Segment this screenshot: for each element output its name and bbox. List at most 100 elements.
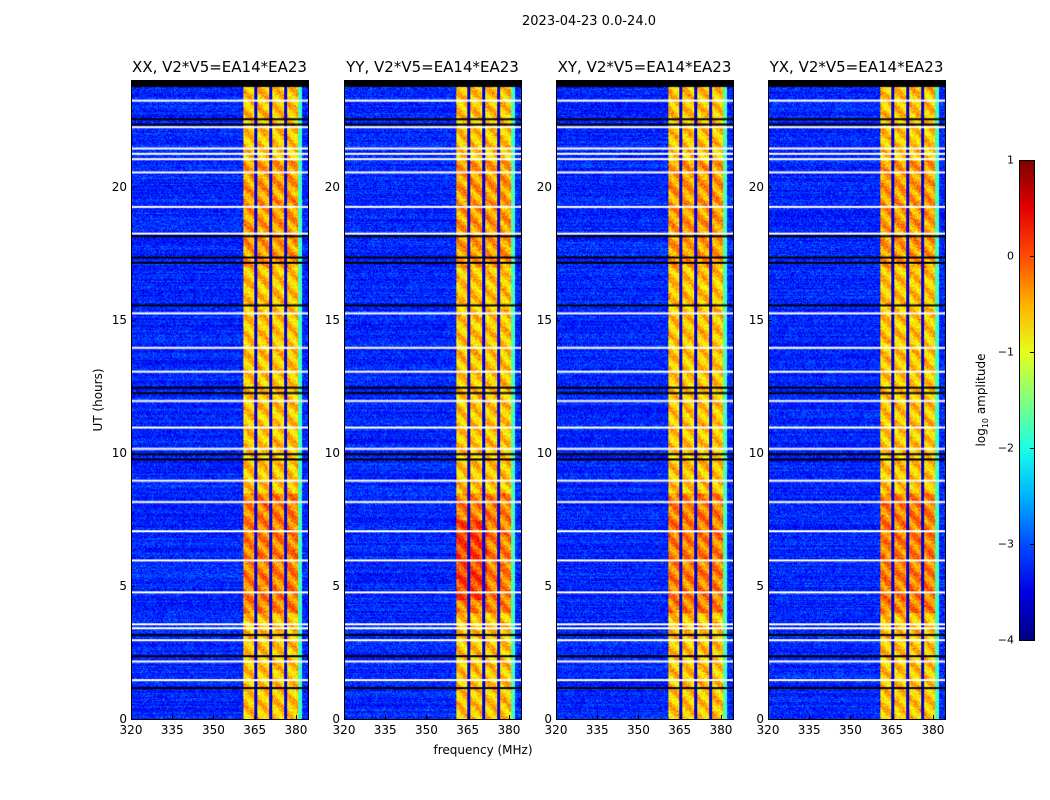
y-tick-label: 5 xyxy=(119,578,127,593)
colorbar-tick-label: −3 xyxy=(997,537,1014,551)
y-tick-label: 10 xyxy=(536,445,552,460)
y-tick-label: 20 xyxy=(536,179,552,194)
colorbar-label-rest: amplitude xyxy=(973,353,988,418)
x-tick-mark xyxy=(556,715,557,719)
colorbar-tick-mark xyxy=(1030,160,1035,161)
x-tick-label: 380 xyxy=(497,723,521,737)
y-axis-label: UT (hours) xyxy=(91,368,105,432)
panel-title-0: XX, V2*V5=EA14*EA23 xyxy=(132,58,307,76)
colorbar-tick-mark xyxy=(1030,352,1035,353)
colorbar-tick-label: −2 xyxy=(997,441,1014,455)
x-tick-label: 380 xyxy=(921,723,945,737)
heatmap-panel-3 xyxy=(768,80,946,720)
y-tick-mark xyxy=(344,452,348,454)
y-tick-label: 15 xyxy=(324,312,340,327)
x-tick-mark xyxy=(131,715,132,719)
x-axis-label: frequency (MHz) xyxy=(433,743,533,757)
y-tick-mark xyxy=(344,319,348,321)
x-tick-label: 320 xyxy=(119,723,143,737)
x-tick-label: 365 xyxy=(456,723,480,737)
x-tick-mark xyxy=(426,715,428,719)
y-tick-label: 15 xyxy=(536,312,552,327)
panel-title-2: XY, V2*V5=EA14*EA23 xyxy=(557,58,732,76)
x-tick-mark xyxy=(172,715,174,719)
x-tick-mark xyxy=(850,715,852,719)
panel-title-1: YY, V2*V5=EA14*EA23 xyxy=(346,58,519,76)
y-tick-mark xyxy=(344,719,348,720)
colorbar-label-sub: 10 xyxy=(981,417,991,429)
y-tick-label: 10 xyxy=(111,445,127,460)
y-tick-label: 0 xyxy=(544,712,552,726)
x-tick-mark xyxy=(508,715,510,719)
x-tick-label: 335 xyxy=(585,723,609,737)
y-tick-mark xyxy=(131,585,135,587)
colorbar-tick-mark xyxy=(1030,640,1035,641)
x-tick-mark xyxy=(344,715,345,719)
x-tick-mark xyxy=(809,715,811,719)
y-tick-mark xyxy=(556,719,560,720)
y-tick-label: 10 xyxy=(324,445,340,460)
y-tick-mark xyxy=(768,319,772,321)
y-tick-mark xyxy=(131,319,135,321)
heatmap-panel-2 xyxy=(556,80,734,720)
y-tick-mark xyxy=(556,452,560,454)
y-tick-mark xyxy=(556,186,560,188)
heatmap-cells-1 xyxy=(345,81,521,719)
x-tick-label: 320 xyxy=(332,723,356,737)
x-tick-label: 380 xyxy=(709,723,733,737)
colorbar-tick-mark xyxy=(1030,448,1035,449)
y-tick-mark xyxy=(344,585,348,587)
y-tick-label: 20 xyxy=(324,179,340,194)
y-tick-mark xyxy=(768,186,772,188)
colorbar-tick-mark xyxy=(1030,544,1035,545)
x-tick-label: 380 xyxy=(284,723,308,737)
x-tick-label: 350 xyxy=(839,723,862,737)
x-tick-label: 365 xyxy=(880,723,904,737)
colorbar xyxy=(1019,160,1035,641)
y-tick-label: 0 xyxy=(332,712,340,726)
y-tick-label: 0 xyxy=(756,712,764,726)
x-tick-label: 320 xyxy=(544,723,568,737)
colorbar-tick-label: 0 xyxy=(1007,249,1014,263)
heatmap-panel-1 xyxy=(344,80,522,720)
x-tick-label: 365 xyxy=(668,723,692,737)
y-tick-label: 5 xyxy=(756,578,764,593)
heatmap-cells-3 xyxy=(769,81,945,719)
y-tick-mark xyxy=(768,585,772,587)
y-tick-label: 20 xyxy=(111,179,127,194)
x-tick-mark xyxy=(597,715,599,719)
x-tick-label: 335 xyxy=(160,723,184,737)
x-tick-mark xyxy=(679,715,681,719)
x-tick-mark xyxy=(254,715,256,719)
colorbar-label-log: log xyxy=(973,428,988,447)
x-tick-label: 320 xyxy=(756,723,780,737)
y-tick-mark xyxy=(556,585,560,587)
colorbar-tick-label: −1 xyxy=(997,345,1014,359)
x-tick-mark xyxy=(467,715,469,719)
y-tick-mark xyxy=(768,719,772,720)
x-tick-mark xyxy=(891,715,893,719)
y-tick-mark xyxy=(131,719,135,720)
y-tick-label: 5 xyxy=(332,578,340,593)
x-tick-mark xyxy=(720,715,722,719)
y-tick-mark xyxy=(768,452,772,454)
heatmap-cells-0 xyxy=(132,81,308,719)
x-tick-mark xyxy=(638,715,640,719)
colorbar-label: log10 amplitude xyxy=(974,354,990,447)
y-tick-label: 15 xyxy=(111,312,127,327)
x-tick-mark xyxy=(768,715,769,719)
y-tick-label: 15 xyxy=(748,312,764,327)
x-tick-label: 350 xyxy=(415,723,438,737)
colorbar-tick-label: 1 xyxy=(1007,153,1014,167)
x-tick-mark xyxy=(385,715,387,719)
heatmap-cells-2 xyxy=(557,81,733,719)
x-tick-label: 350 xyxy=(202,723,225,737)
y-tick-mark xyxy=(131,186,135,188)
x-tick-label: 335 xyxy=(797,723,821,737)
x-tick-label: 365 xyxy=(243,723,267,737)
panel-title-3: YX, V2*V5=EA14*EA23 xyxy=(769,58,944,76)
y-tick-label: 5 xyxy=(544,578,552,593)
heatmap-panel-0 xyxy=(131,80,309,720)
x-tick-mark xyxy=(932,715,934,719)
y-tick-mark xyxy=(344,186,348,188)
